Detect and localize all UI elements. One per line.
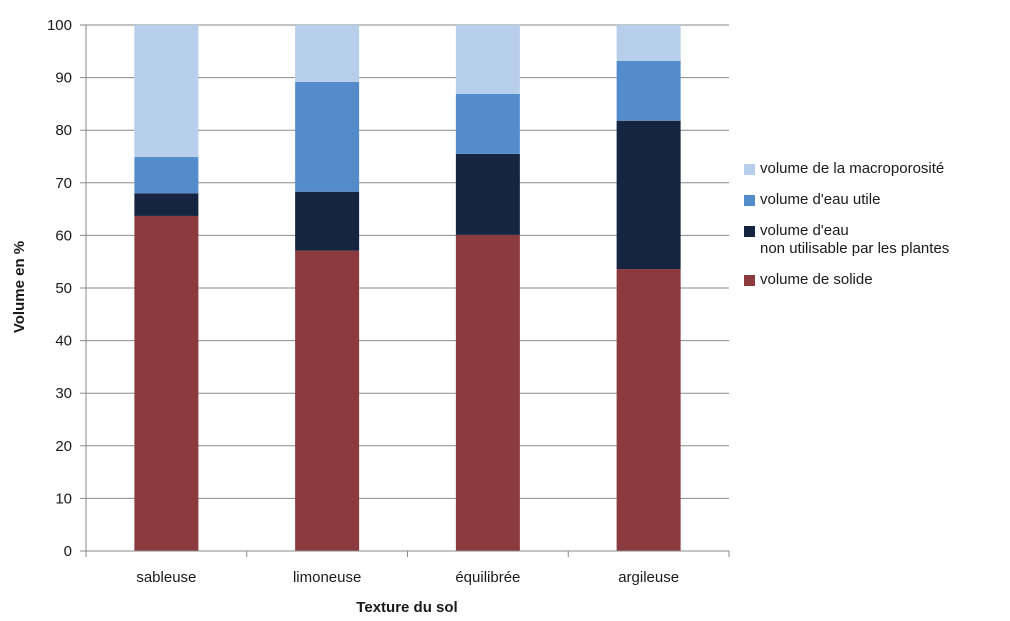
axes [85,25,730,557]
y-tick-label: 30 [55,385,72,402]
x-tick-label: limoneuse [293,569,361,586]
legend-label-line: volume d'eau utile [760,191,881,208]
legend: volume de la macroporosité volume d'eau u… [744,160,1006,302]
bar-segment [134,25,199,158]
legend-label-line: volume de solide [760,271,873,288]
legend-label-line: volume d'eau [760,222,849,239]
bar-segment [455,25,520,94]
bar-segment [295,81,360,192]
y-axis-title: Volume en % [11,241,28,333]
legend-item: volume de la macroporosité [744,160,1006,178]
x-axis-title: Texture du sol [356,599,457,616]
legend-item: volume d'eau utile [744,191,1006,209]
legend-swatch [744,275,755,286]
y-tick-label: 60 [55,227,72,244]
bar-segment [455,93,520,154]
bar-segment [455,234,520,551]
y-tick-label: 0 [64,543,72,560]
x-tick-label: argileuse [618,569,679,586]
y-tick-label: 50 [55,280,72,297]
legend-item: volume de solide [744,271,1006,289]
bar-segment [616,25,681,61]
legend-label-line: non utilisable par les plantes [760,240,950,257]
legend-swatch [744,164,755,175]
y-tick-label: 40 [55,333,72,350]
y-tick-label: 100 [47,17,72,34]
legend-label-line: volume de la macroporosité [760,160,945,177]
legend-label: volume d'eau utile [760,191,880,209]
bars [134,25,681,552]
bar-segment [295,191,360,251]
legend-swatch [744,226,755,237]
bar-segment [134,215,199,552]
bar-segment [616,60,681,121]
y-tick-label: 20 [55,438,72,455]
y-tick-label: 80 [55,122,72,139]
bar-segment [295,25,360,82]
legend-swatch [744,195,755,206]
bar-segment [616,120,681,270]
bar-segment [295,250,360,552]
x-tick-labels: sableuse limoneuse équilibrée argileuse [136,569,679,586]
bar-segment [616,269,681,551]
bar-segment [134,157,199,194]
bar-segment [455,153,520,235]
bar-segment [134,193,199,216]
x-tick-label: équilibrée [455,569,520,586]
y-tick-labels: 0 10 20 30 40 50 60 70 80 90 100 [47,17,72,560]
legend-item: volume d'eau non utilisable par les plant… [744,222,1006,258]
legend-label: volume de solide [760,271,873,289]
legend-label: volume de la macroporosité [760,160,944,178]
legend-label: volume d'eau non utilisable par les plant… [760,222,949,258]
y-tick-label: 70 [55,175,72,192]
x-tick-label: sableuse [136,569,196,586]
y-tick-label: 10 [55,490,72,507]
y-tick-label: 90 [55,70,72,87]
